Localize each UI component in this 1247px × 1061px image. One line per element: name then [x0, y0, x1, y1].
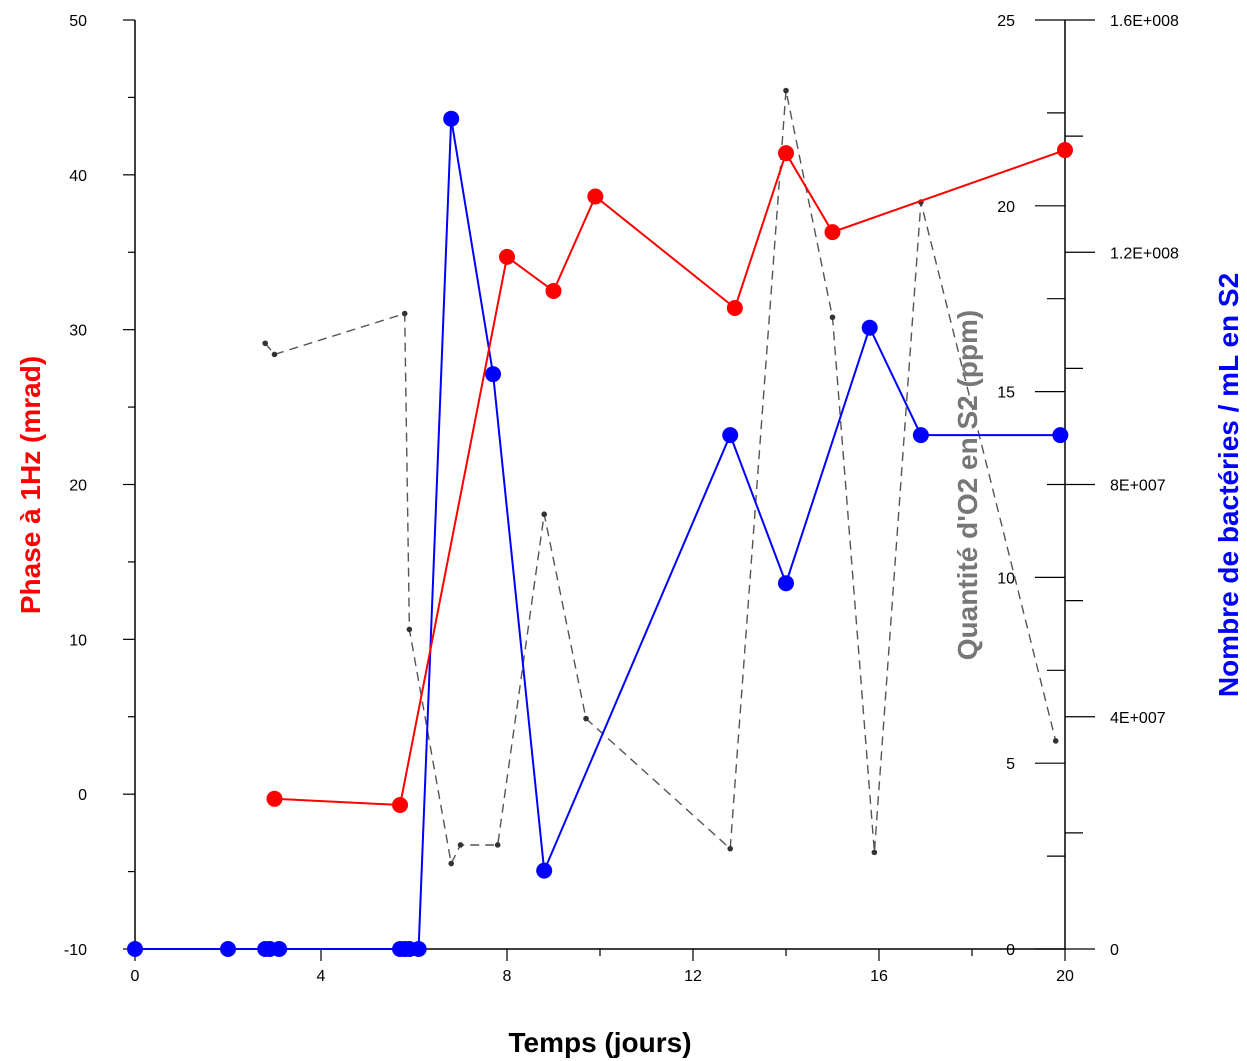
y-right-outer-tick-label: 8E+007 — [1110, 478, 1166, 495]
x-tick-label: 20 — [1056, 968, 1074, 985]
y-right-inner-tick-label: 25 — [997, 13, 1015, 30]
x-tick-label: 4 — [317, 968, 326, 985]
ticks: 0 4 8 12 16 20 -10 0 10 20 30 40 50 0 5 10 15 20 25 0 4E+007… — [64, 13, 1179, 985]
y-right-inner-tick-label: 10 — [997, 570, 1015, 587]
data-point-oxygen — [727, 845, 733, 852]
data-point-oxygen — [457, 842, 464, 848]
data-point-phase — [778, 145, 794, 162]
data-point-bacteria — [485, 366, 502, 383]
y-right-inner-tick-label: 15 — [997, 385, 1015, 402]
data-point-oxygen — [783, 87, 789, 94]
y-right-outer-tick-label: 0 — [1110, 942, 1119, 959]
data-point-phase — [266, 790, 283, 807]
series-line-phase — [274, 149, 1066, 807]
data-point-phase — [587, 188, 604, 205]
data-point-phase — [726, 299, 743, 316]
data-point-oxygen — [583, 715, 589, 722]
y-left-tick-label: 50 — [69, 13, 87, 30]
data-point-bacteria — [410, 941, 427, 957]
y-right-outer-axis-title: Nombre de bactéries / mL en S2 — [1213, 273, 1244, 697]
data-point-bacteria — [536, 862, 553, 879]
data-point-bacteria — [1052, 427, 1069, 444]
data-point-oxygen — [406, 626, 413, 633]
y-right-outer-tick-label: 1.6E+008 — [1110, 13, 1179, 30]
y-left-tick-label: 20 — [69, 478, 87, 495]
data-point-phase — [392, 797, 409, 814]
data-point-phase — [499, 248, 515, 265]
series-left — [266, 142, 1073, 814]
data-point-bacteria — [127, 941, 143, 957]
series-right_outer — [127, 110, 1069, 957]
data-point-oxygen — [871, 849, 878, 856]
data-point-bacteria — [861, 319, 878, 336]
y-left-tick-label: -10 — [64, 942, 87, 959]
data-point-bacteria — [778, 575, 794, 592]
y-right-inner-tick-label: 0 — [1006, 942, 1015, 959]
y-right-inner-tick-label: 20 — [997, 199, 1015, 216]
data-point-oxygen — [494, 842, 501, 848]
series-line-oxygen — [264, 90, 1057, 866]
x-axis-title: Temps (jours) — [508, 1027, 691, 1058]
y-left-tick-label: 0 — [78, 787, 87, 804]
data-point-oxygen — [271, 351, 278, 358]
series-line-bacteria — [135, 118, 1061, 950]
x-tick-label: 0 — [131, 968, 140, 985]
data-point-oxygen — [262, 340, 269, 347]
series-right_inner — [262, 87, 1059, 867]
data-point-bacteria — [271, 941, 288, 957]
axes-frame — [134, 20, 1066, 950]
y-right-inner-axis-title: Quantité d'O2 en S2 (ppm) — [952, 310, 983, 660]
y-right-outer-tick-label: 1.2E+008 — [1110, 245, 1179, 262]
y-left-tick-label: 30 — [69, 323, 87, 340]
data-point-oxygen — [1052, 738, 1059, 744]
data-point-bacteria — [443, 110, 460, 127]
data-point-oxygen — [401, 310, 408, 317]
y-left-axis-title: Phase à 1Hz (mrad) — [15, 356, 46, 614]
y-left-tick-label: 40 — [69, 168, 87, 185]
data-point-bacteria — [220, 941, 236, 957]
data-point-bacteria — [722, 427, 739, 444]
data-point-oxygen — [541, 511, 547, 518]
data-point-phase — [1057, 142, 1073, 159]
data-point-phase — [824, 224, 841, 241]
series — [127, 87, 1073, 957]
x-tick-label: 8 — [503, 968, 512, 985]
data-point-oxygen — [829, 314, 836, 321]
y-right-inner-tick-label: 5 — [1006, 756, 1015, 773]
data-point-oxygen — [448, 860, 455, 867]
x-tick-label: 16 — [870, 968, 888, 985]
data-point-bacteria — [912, 427, 929, 444]
y-left-tick-label: 10 — [69, 632, 87, 649]
data-point-phase — [545, 282, 562, 299]
x-tick-label: 12 — [684, 968, 702, 985]
y-right-outer-tick-label: 4E+007 — [1110, 710, 1166, 727]
